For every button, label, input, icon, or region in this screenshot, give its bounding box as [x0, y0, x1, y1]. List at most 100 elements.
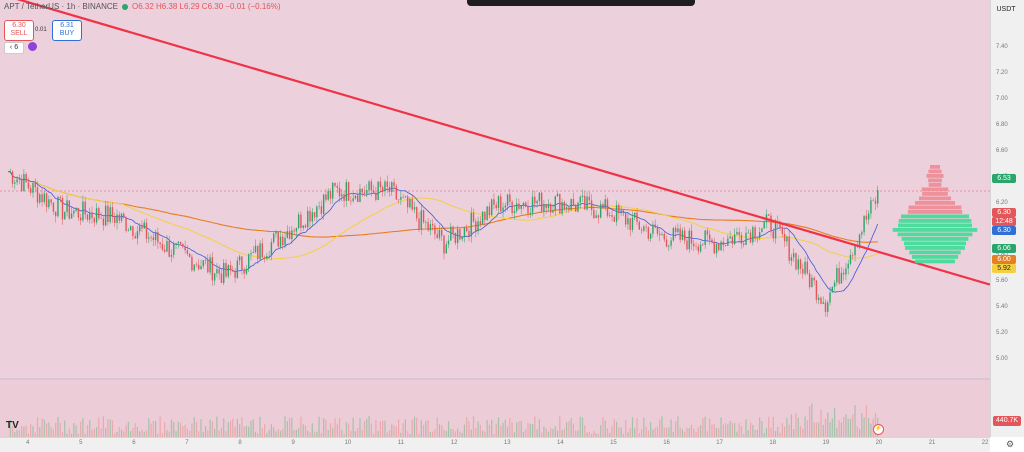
candle-body [481, 211, 484, 225]
volume-bar [379, 421, 382, 437]
volume-bar [325, 419, 327, 437]
candle-body [597, 215, 600, 218]
time-tick: 21 [928, 440, 936, 446]
candle-body [402, 197, 404, 198]
candle-body [166, 241, 168, 252]
candle-body [68, 200, 71, 219]
volume-bar [311, 423, 313, 437]
tradingview-logo-icon[interactable]: TV [6, 420, 19, 431]
candle-body [697, 246, 700, 252]
candle-body [223, 262, 225, 283]
candle-body [250, 252, 252, 255]
volume-bar [743, 433, 745, 437]
volume-bar [659, 419, 661, 437]
volume-bar [404, 419, 406, 437]
candle-body [238, 256, 241, 261]
symbol-text[interactable]: APT / TetherUS · 1h · BINANCE [4, 2, 118, 11]
volume-bar [538, 419, 540, 437]
volume-bar [740, 426, 743, 437]
top-toolbar-strip[interactable] [467, 0, 695, 6]
volume-bar [123, 431, 125, 437]
candle-body [806, 261, 809, 274]
flash-icon[interactable]: ⚡ [873, 424, 884, 435]
indicators-count: 6 [14, 44, 19, 51]
volume-bar [293, 429, 295, 437]
volume-bar [432, 431, 434, 437]
candle-body [720, 241, 722, 251]
candle-body [236, 260, 239, 278]
trendline[interactable] [0, 0, 990, 286]
volume-bar [141, 429, 143, 437]
candle-body [733, 234, 736, 244]
candle-body [279, 236, 282, 247]
volume-bar [722, 424, 724, 437]
currency-label[interactable]: USDT [996, 6, 1016, 13]
price-tick: 5.40 [996, 304, 1008, 310]
candle-body [213, 273, 216, 281]
volume-bar [316, 431, 318, 437]
volume-bar [438, 424, 441, 437]
indicators-toggle[interactable]: ‹ 6 [4, 42, 24, 54]
volume-bar [702, 418, 704, 437]
volume-bar [46, 423, 48, 437]
candle-body [570, 198, 572, 211]
time-scale[interactable] [0, 437, 990, 452]
volume-bar [66, 433, 68, 437]
volume-bar [829, 422, 831, 437]
volume-bar [772, 416, 774, 437]
volume-bar [620, 427, 622, 437]
candle-body [300, 214, 302, 228]
volume-bar [518, 421, 520, 437]
volume-bar [202, 431, 204, 437]
indicator-icon[interactable] [28, 42, 37, 51]
gear-icon[interactable]: ⚙ [1006, 439, 1015, 449]
volume-bar [631, 417, 634, 437]
candle-body [731, 236, 734, 244]
volume-bar [164, 422, 166, 437]
volume-bar [50, 427, 52, 437]
chart-area[interactable] [0, 0, 990, 437]
volume-bar [48, 422, 50, 437]
volume-profile-bar [901, 237, 969, 241]
candle-body [493, 199, 495, 205]
sell-button[interactable]: 6.30 SELL [4, 20, 34, 41]
candle-body [227, 265, 229, 277]
candle-body [538, 192, 541, 201]
candle-body [668, 245, 670, 247]
volume-bar [100, 428, 102, 437]
volume-profile-bar [911, 255, 959, 259]
volume-bar [445, 430, 447, 437]
time-tick: 22 [981, 440, 989, 446]
candle-body [282, 236, 284, 246]
candle-body [854, 245, 856, 256]
candle-body [268, 255, 270, 257]
candle-body [286, 231, 289, 238]
volume-bar [724, 423, 727, 437]
chevron-icon: ‹ [9, 44, 13, 51]
price-chart[interactable] [0, 0, 990, 437]
volume-bar [354, 431, 357, 437]
volume-bar [788, 424, 790, 437]
spread-value: 0.01 [35, 27, 47, 33]
candle-body [786, 236, 788, 242]
buy-button[interactable]: 6.31 BUY [52, 20, 82, 41]
candle-body [665, 239, 668, 247]
candle-body [847, 263, 849, 269]
volume-bar [95, 427, 98, 437]
candle-body [89, 212, 91, 220]
candle-body [168, 241, 170, 257]
volume-bar [98, 417, 100, 437]
candle-body [686, 240, 688, 250]
volume-bar [266, 433, 268, 437]
volume-bar [656, 426, 659, 437]
candle-body [534, 196, 536, 204]
candle-body [468, 231, 470, 237]
volume-bar [402, 423, 404, 437]
candle-body [39, 194, 41, 203]
candle-body [366, 190, 368, 194]
volume-bar [232, 418, 234, 437]
price-tick: 7.40 [996, 44, 1008, 50]
candle-body [624, 213, 627, 225]
volume-bar [320, 432, 322, 437]
volume-bar [690, 424, 693, 437]
